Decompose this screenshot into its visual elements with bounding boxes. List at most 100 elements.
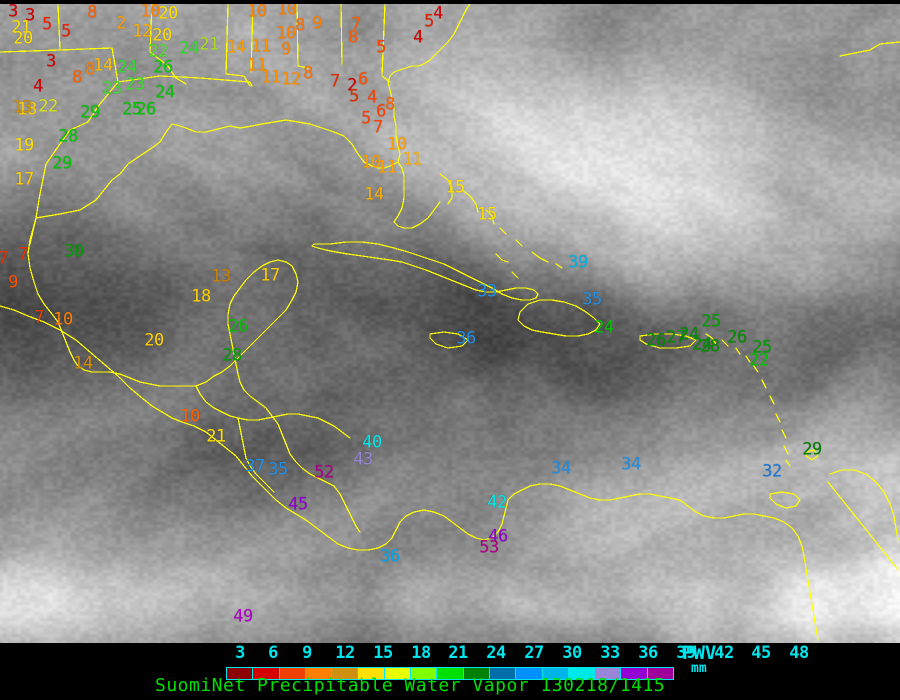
station-pwv-value: 11: [261, 67, 281, 88]
station-pwv-value: 10: [361, 152, 381, 173]
station-pwv-value: 14: [93, 55, 113, 76]
station-pwv-value: 45: [288, 494, 308, 515]
pwv-colorbar[interactable]: [226, 667, 674, 680]
station-pwv-value: 42: [487, 492, 507, 513]
station-pwv-value: 25: [701, 311, 721, 332]
station-pwv-value: 10: [140, 4, 160, 22]
station-pwv-value: 28: [700, 336, 720, 357]
station-pwv-value: 10: [247, 4, 267, 22]
station-pwv-value: 46: [488, 526, 508, 547]
station-pwv-value: 19: [14, 135, 34, 156]
station-pwv-value: 3: [8, 4, 18, 22]
station-pwv-value: 32: [762, 461, 782, 482]
station-pwv-value: 10: [53, 309, 73, 330]
station-pwv-value: 34: [621, 454, 641, 475]
station-pwv-value: 13: [211, 266, 231, 287]
station-pwv-value: 49: [233, 606, 253, 627]
colorbar-tick-label: 33: [600, 643, 620, 663]
colorbar-tick-label: 12: [335, 643, 355, 663]
station-pwv-value: 34: [551, 458, 571, 479]
station-pwv-value: 23: [125, 74, 145, 95]
colorbar-tick-label: 30: [562, 643, 582, 663]
station-pwv-value: 22: [749, 350, 769, 371]
coastlines: [0, 4, 899, 641]
station-pwv-value: 25: [122, 99, 142, 120]
satellite-image-panel[interactable]: 3 3 5 5 8 2 10 12 20 20 10 10 10 8 9 9 7 8 5 5 4 4 24 21 22 24 14 8…: [0, 4, 900, 643]
colorbar-swatch: [305, 668, 333, 679]
station-pwv-value: 43: [353, 449, 373, 470]
station-pwv-value: 17: [14, 169, 34, 190]
station-pwv-value: 22: [148, 41, 168, 62]
colorbar-tick-label: 27: [524, 643, 544, 663]
legend-panel: 3 6 9 12 15 18 21 24 27 30 33 36 39 42 45 48 PWV mm: [0, 643, 900, 700]
station-pwv-value: 40: [362, 432, 382, 453]
station-pwv-value: 25: [752, 337, 772, 358]
station-pwv-value: 52: [314, 462, 334, 483]
station-pwv-value: 36: [380, 546, 400, 567]
station-pwv-value: 14: [364, 184, 384, 205]
station-pwv-value: 2: [347, 75, 357, 96]
station-pwv-value: 30: [64, 241, 84, 262]
colorbar-swatch: [358, 668, 385, 679]
station-pwv-value: 26: [228, 316, 248, 337]
colorbar-tick-label: 36: [638, 643, 658, 663]
station-pwv-value: 13: [12, 97, 32, 118]
station-pwv-value: 28: [222, 345, 242, 366]
station-pwv-value: 35: [582, 289, 602, 310]
station-pwv-value: 2: [116, 13, 126, 34]
top-black-margin: [0, 0, 900, 4]
station-pwv-value: 6: [358, 69, 368, 90]
colorbar-swatch: [411, 668, 438, 679]
station-pwv-value: 10: [387, 134, 407, 155]
colorbar-tick-label: 42: [714, 643, 734, 663]
station-pwv-value: 3: [25, 5, 35, 26]
station-pwv-value: 20: [13, 28, 33, 49]
colorbar-tick-labels: 3 6 9 12 15 18 21 24 27 30 33 36 39 42 45 48: [0, 643, 900, 665]
station-pwv-value: 7: [330, 71, 340, 92]
station-pwv-value: 20: [144, 330, 164, 351]
station-pwv-value: 9: [8, 272, 18, 293]
station-pwv-value: 5: [376, 37, 386, 58]
colorbar-swatch: [463, 668, 490, 679]
station-pwv-value: 15: [445, 177, 465, 198]
station-pwv-value: 8: [295, 15, 305, 36]
station-pwv-value: 12: [132, 21, 152, 42]
station-pwv-value: 24: [692, 334, 712, 355]
station-pwv-value: 24: [179, 38, 199, 59]
colorbar-swatch: [542, 668, 569, 679]
station-pwv-value: 26: [153, 57, 173, 78]
station-pwv-value: 27: [666, 327, 686, 348]
station-pwv-value: 5: [361, 108, 371, 129]
pwv-units-label: mm: [691, 661, 707, 676]
colorbar-tick-label: 15: [373, 643, 393, 663]
station-pwv-value: 5: [42, 14, 52, 35]
colorbar-tick-label: 9: [302, 643, 312, 663]
station-pwv-value: 26: [136, 99, 156, 120]
station-pwv-value: 20: [152, 25, 172, 46]
station-pwv-value: 36: [456, 328, 476, 349]
station-pwv-value: 4: [33, 76, 43, 97]
station-pwv-value: 53: [479, 537, 499, 558]
station-pwv-value: 26: [646, 330, 666, 351]
station-pwv-value: 12: [281, 69, 301, 90]
colorbar-swatch: [253, 668, 280, 679]
station-pwv-value: 9: [281, 39, 291, 60]
colorbar-swatch: [568, 668, 596, 679]
political-borders: [0, 4, 900, 245]
colorbar-swatch: [516, 668, 543, 679]
station-pwv-value: 24: [594, 317, 614, 338]
station-pwv-value: 4: [367, 87, 377, 108]
station-pwv-value: 10: [276, 23, 296, 44]
station-pwv-value: 35: [268, 459, 288, 480]
station-pwv-value: 11: [402, 149, 422, 170]
colorbar-tick-label: 45: [751, 643, 771, 663]
station-pwv-value: 7: [0, 248, 8, 269]
station-pwv-value: 7: [373, 117, 383, 138]
station-pwv-value: 4: [413, 27, 423, 48]
station-pwv-value: 24: [155, 82, 175, 103]
station-pwv-value: 18: [191, 286, 211, 307]
colorbar-swatch: [437, 668, 464, 679]
station-pwv-value: 15: [477, 204, 497, 225]
colorbar-swatch: [595, 668, 622, 679]
